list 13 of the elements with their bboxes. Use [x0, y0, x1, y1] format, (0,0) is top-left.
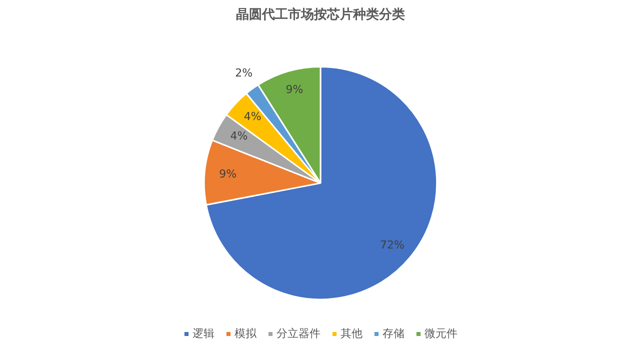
legend-label: 其他 [340, 326, 362, 341]
legend-label: 微元件 [424, 326, 458, 341]
data-label: 9% [219, 167, 237, 180]
legend-label: 模拟 [234, 326, 256, 341]
data-label: 2% [235, 66, 253, 80]
legend-label: 存储 [382, 326, 404, 341]
legend-label: 分立器件 [276, 326, 320, 341]
data-label: 4% [230, 130, 248, 143]
data-label: 72% [380, 238, 404, 252]
data-label: 9% [286, 83, 304, 96]
data-label: 4% [244, 110, 262, 124]
chart-title: 晶圆代工市场按芯片种类分类 [236, 6, 405, 22]
legend-label: 逻辑 [192, 326, 214, 341]
